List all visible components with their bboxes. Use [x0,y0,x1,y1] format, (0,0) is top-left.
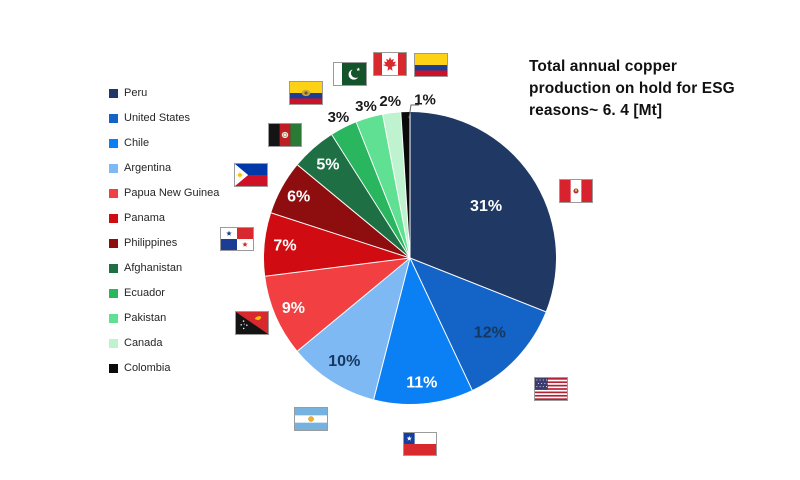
legend-item: Peru [109,87,219,99]
legend-label: Peru [124,87,148,99]
pie-value-label-afghanistan: 5% [316,156,339,173]
pie-slice-afghanistan [297,134,410,258]
flag-png-icon [235,311,269,335]
pie-slice-panama [264,212,410,277]
pie-slice-ecuador [331,122,410,259]
legend-swatch [109,288,118,298]
pie-slice-peru [410,112,556,312]
legend-swatch [109,163,118,173]
pie-value-label-panama: 7% [273,238,296,255]
legend-label: Afghanistan [124,262,183,274]
slice-separator [331,134,411,259]
legend-item: Colombia [109,362,219,374]
flag-philippines-icon [234,163,268,187]
slice-separator [355,122,411,259]
legend-item: Canada [109,337,219,349]
legend-item: Ecuador [109,287,219,299]
flag-chile-icon [403,432,437,456]
flag-usa-icon [534,377,568,401]
chart-title: Total annual copper production on hold f… [529,58,735,119]
slice-separator [297,257,411,352]
legend-label: Canada [124,337,163,349]
pie-slice-papua-new-guinea [265,258,410,352]
legend-item: Panama [109,212,219,224]
slice-separator [409,257,546,313]
pie-value-label-papua-new-guinea: 9% [282,300,305,317]
pie-slice-united-states [410,258,546,391]
legend-swatch [109,313,118,323]
legend-label: Colombia [124,362,171,374]
slice-separator [270,212,411,259]
pie-value-label-chile: 11% [406,375,437,392]
legend-label: Chile [124,137,150,149]
slice-separator [373,257,411,400]
pie-value-label-canada: 2% [379,93,401,110]
legend-label: Papua New Guinea [124,187,220,199]
flag-argentina-icon [294,407,328,431]
slice-separator [400,112,411,259]
pie-value-label-peru: 31% [470,198,502,215]
flag-peru-icon [559,179,593,203]
legend-swatch [109,338,118,348]
pie-value-label-argentina: 10% [328,353,360,370]
slice-separator [409,257,473,391]
legend-label: Ecuador [124,287,165,299]
legend-item: United States [109,112,219,124]
legend-swatch [109,263,118,273]
legend-label: Philippines [124,237,178,249]
legend-swatch [109,188,118,198]
legend-label: Pakistan [124,312,167,324]
pie-value-label-ecuador: 3% [328,109,350,126]
legend-item: Papua New Guinea [109,187,219,199]
slice-separator [297,164,411,259]
flag-ecuador-icon [289,81,323,105]
flag-colombia-icon [414,53,448,77]
legend-item: Philippines [109,237,219,249]
legend-swatch [109,113,118,123]
flag-afghanistan-icon [268,123,302,147]
slice-separator [265,257,411,277]
label-leader-line [408,104,419,119]
legend-swatch [109,363,118,373]
pie-slice-argentina [297,258,410,400]
legend-item: Pakistan [109,312,219,324]
pie-slice-pakistan [356,114,410,258]
legend-swatch [109,213,118,223]
legend-item: Argentina [109,162,219,174]
legend-label: Panama [124,212,165,224]
slice-separator [382,114,411,259]
pie-value-label-united-states: 12% [474,324,506,341]
chart-legend: Peru United States Chile Argentina Papua New… [109,87,219,387]
legend-item: Chile [109,137,219,149]
legend-label: United States [124,112,191,124]
pie-value-label-colombia: 1% [414,92,436,109]
flag-panama-icon [220,227,254,251]
legend-label: Argentina [124,162,172,174]
legend-item: Afghanistan [109,262,219,274]
legend-swatch [109,138,118,148]
flag-canada-icon [373,52,407,76]
pie-slice-chile [373,258,473,404]
legend-swatch [109,88,118,98]
pie-value-label-pakistan: 3% [355,98,377,115]
pie-slice-philippines [271,164,410,258]
pie-value-label-philippines: 6% [287,188,310,205]
flag-pakistan-icon [333,62,367,86]
legend-swatch [109,238,118,248]
